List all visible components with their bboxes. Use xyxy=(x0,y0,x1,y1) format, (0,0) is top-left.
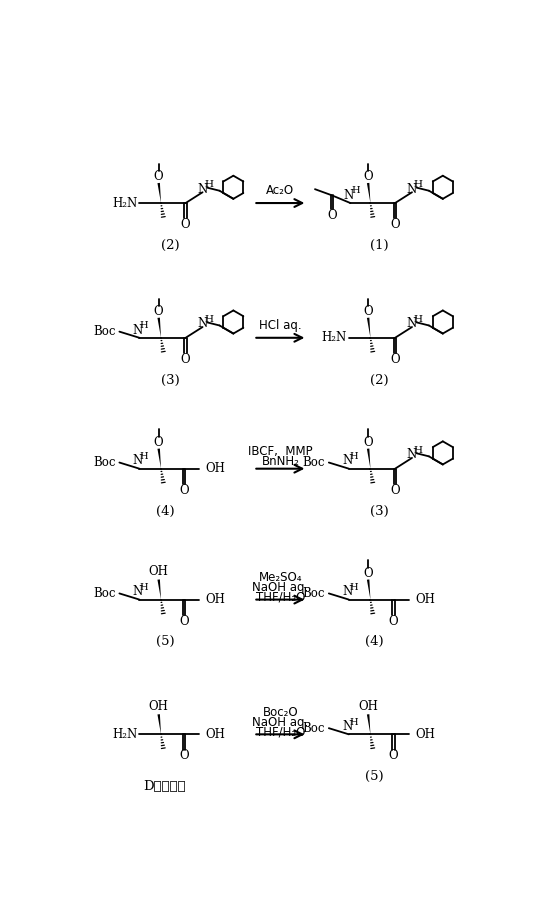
Text: N: N xyxy=(133,324,143,337)
Text: IBCF,  MMP: IBCF, MMP xyxy=(248,444,312,458)
Text: OH: OH xyxy=(206,462,225,475)
Text: Boc: Boc xyxy=(302,587,325,600)
Polygon shape xyxy=(157,715,161,734)
Text: H: H xyxy=(140,583,148,592)
Text: Boc: Boc xyxy=(93,456,116,469)
Text: NaOH aq.: NaOH aq. xyxy=(252,581,309,594)
Text: H: H xyxy=(414,180,422,189)
Text: O: O xyxy=(181,219,190,231)
Text: D－丝氨酸: D－丝氨酸 xyxy=(144,780,186,793)
Text: N: N xyxy=(133,585,143,598)
Text: NaOH aq.: NaOH aq. xyxy=(252,715,309,728)
Text: O: O xyxy=(389,750,398,762)
Text: H: H xyxy=(414,314,422,324)
Text: N: N xyxy=(197,317,208,330)
Text: N: N xyxy=(407,183,417,195)
Text: O: O xyxy=(390,219,400,231)
Text: O: O xyxy=(390,353,400,366)
Polygon shape xyxy=(367,579,371,599)
Text: O: O xyxy=(364,305,373,318)
Text: H₂N: H₂N xyxy=(321,331,346,344)
Text: OH: OH xyxy=(148,700,169,713)
Text: BnNH₂: BnNH₂ xyxy=(261,455,299,467)
Text: (2): (2) xyxy=(370,373,389,386)
Text: O: O xyxy=(179,750,189,762)
Text: N: N xyxy=(342,585,353,598)
Text: O: O xyxy=(364,171,373,183)
Text: O: O xyxy=(154,171,163,183)
Text: (1): (1) xyxy=(370,239,389,252)
Text: O: O xyxy=(364,436,373,449)
Polygon shape xyxy=(367,715,371,734)
Text: H: H xyxy=(349,583,358,592)
Text: OH: OH xyxy=(206,593,225,606)
Text: O: O xyxy=(389,615,398,628)
Text: O: O xyxy=(179,484,189,497)
Text: O: O xyxy=(154,436,163,449)
Text: H: H xyxy=(349,717,358,727)
Text: (3): (3) xyxy=(161,373,180,386)
Text: N: N xyxy=(133,455,143,467)
Text: O: O xyxy=(327,209,337,222)
Text: OH: OH xyxy=(415,593,435,606)
Text: (3): (3) xyxy=(370,504,389,517)
Polygon shape xyxy=(157,448,161,468)
Text: THF/H₂O: THF/H₂O xyxy=(256,591,305,604)
Text: H₂N: H₂N xyxy=(112,727,137,741)
Text: (4): (4) xyxy=(156,504,174,517)
Text: O: O xyxy=(364,567,373,580)
Polygon shape xyxy=(367,317,371,337)
Text: H: H xyxy=(414,445,422,455)
Text: (5): (5) xyxy=(156,635,174,648)
Text: Boc: Boc xyxy=(302,722,325,735)
Text: OH: OH xyxy=(148,565,169,578)
Text: Ac₂O: Ac₂O xyxy=(266,184,294,197)
Text: OH: OH xyxy=(358,700,378,713)
Text: N: N xyxy=(342,720,353,733)
Polygon shape xyxy=(157,183,161,203)
Text: (2): (2) xyxy=(161,239,179,252)
Text: Boc: Boc xyxy=(93,325,116,338)
Text: THF/H₂O: THF/H₂O xyxy=(256,726,305,739)
Polygon shape xyxy=(367,448,371,468)
Text: Boc₂O: Boc₂O xyxy=(262,705,298,718)
Text: OH: OH xyxy=(415,727,435,741)
Polygon shape xyxy=(367,183,371,203)
Text: (5): (5) xyxy=(365,770,383,783)
Text: N: N xyxy=(197,183,208,195)
Text: H₂N: H₂N xyxy=(112,196,137,209)
Text: Boc: Boc xyxy=(93,587,116,600)
Text: O: O xyxy=(181,353,190,366)
Text: Boc: Boc xyxy=(302,456,325,469)
Text: O: O xyxy=(154,305,163,318)
Text: H: H xyxy=(204,180,213,189)
Text: HCl aq.: HCl aq. xyxy=(259,319,301,332)
Text: (4): (4) xyxy=(365,635,383,648)
Text: O: O xyxy=(390,484,400,497)
Polygon shape xyxy=(157,317,161,337)
Text: H: H xyxy=(140,452,148,461)
Text: OH: OH xyxy=(206,727,225,741)
Text: O: O xyxy=(179,615,189,628)
Text: H: H xyxy=(204,314,213,324)
Text: N: N xyxy=(407,448,417,461)
Text: Me₂SO₄: Me₂SO₄ xyxy=(258,571,302,584)
Text: H: H xyxy=(351,186,360,195)
Text: H: H xyxy=(349,452,358,461)
Text: N: N xyxy=(344,189,354,202)
Text: N: N xyxy=(342,455,353,467)
Text: H: H xyxy=(140,321,148,330)
Text: N: N xyxy=(407,317,417,330)
Polygon shape xyxy=(157,579,161,599)
